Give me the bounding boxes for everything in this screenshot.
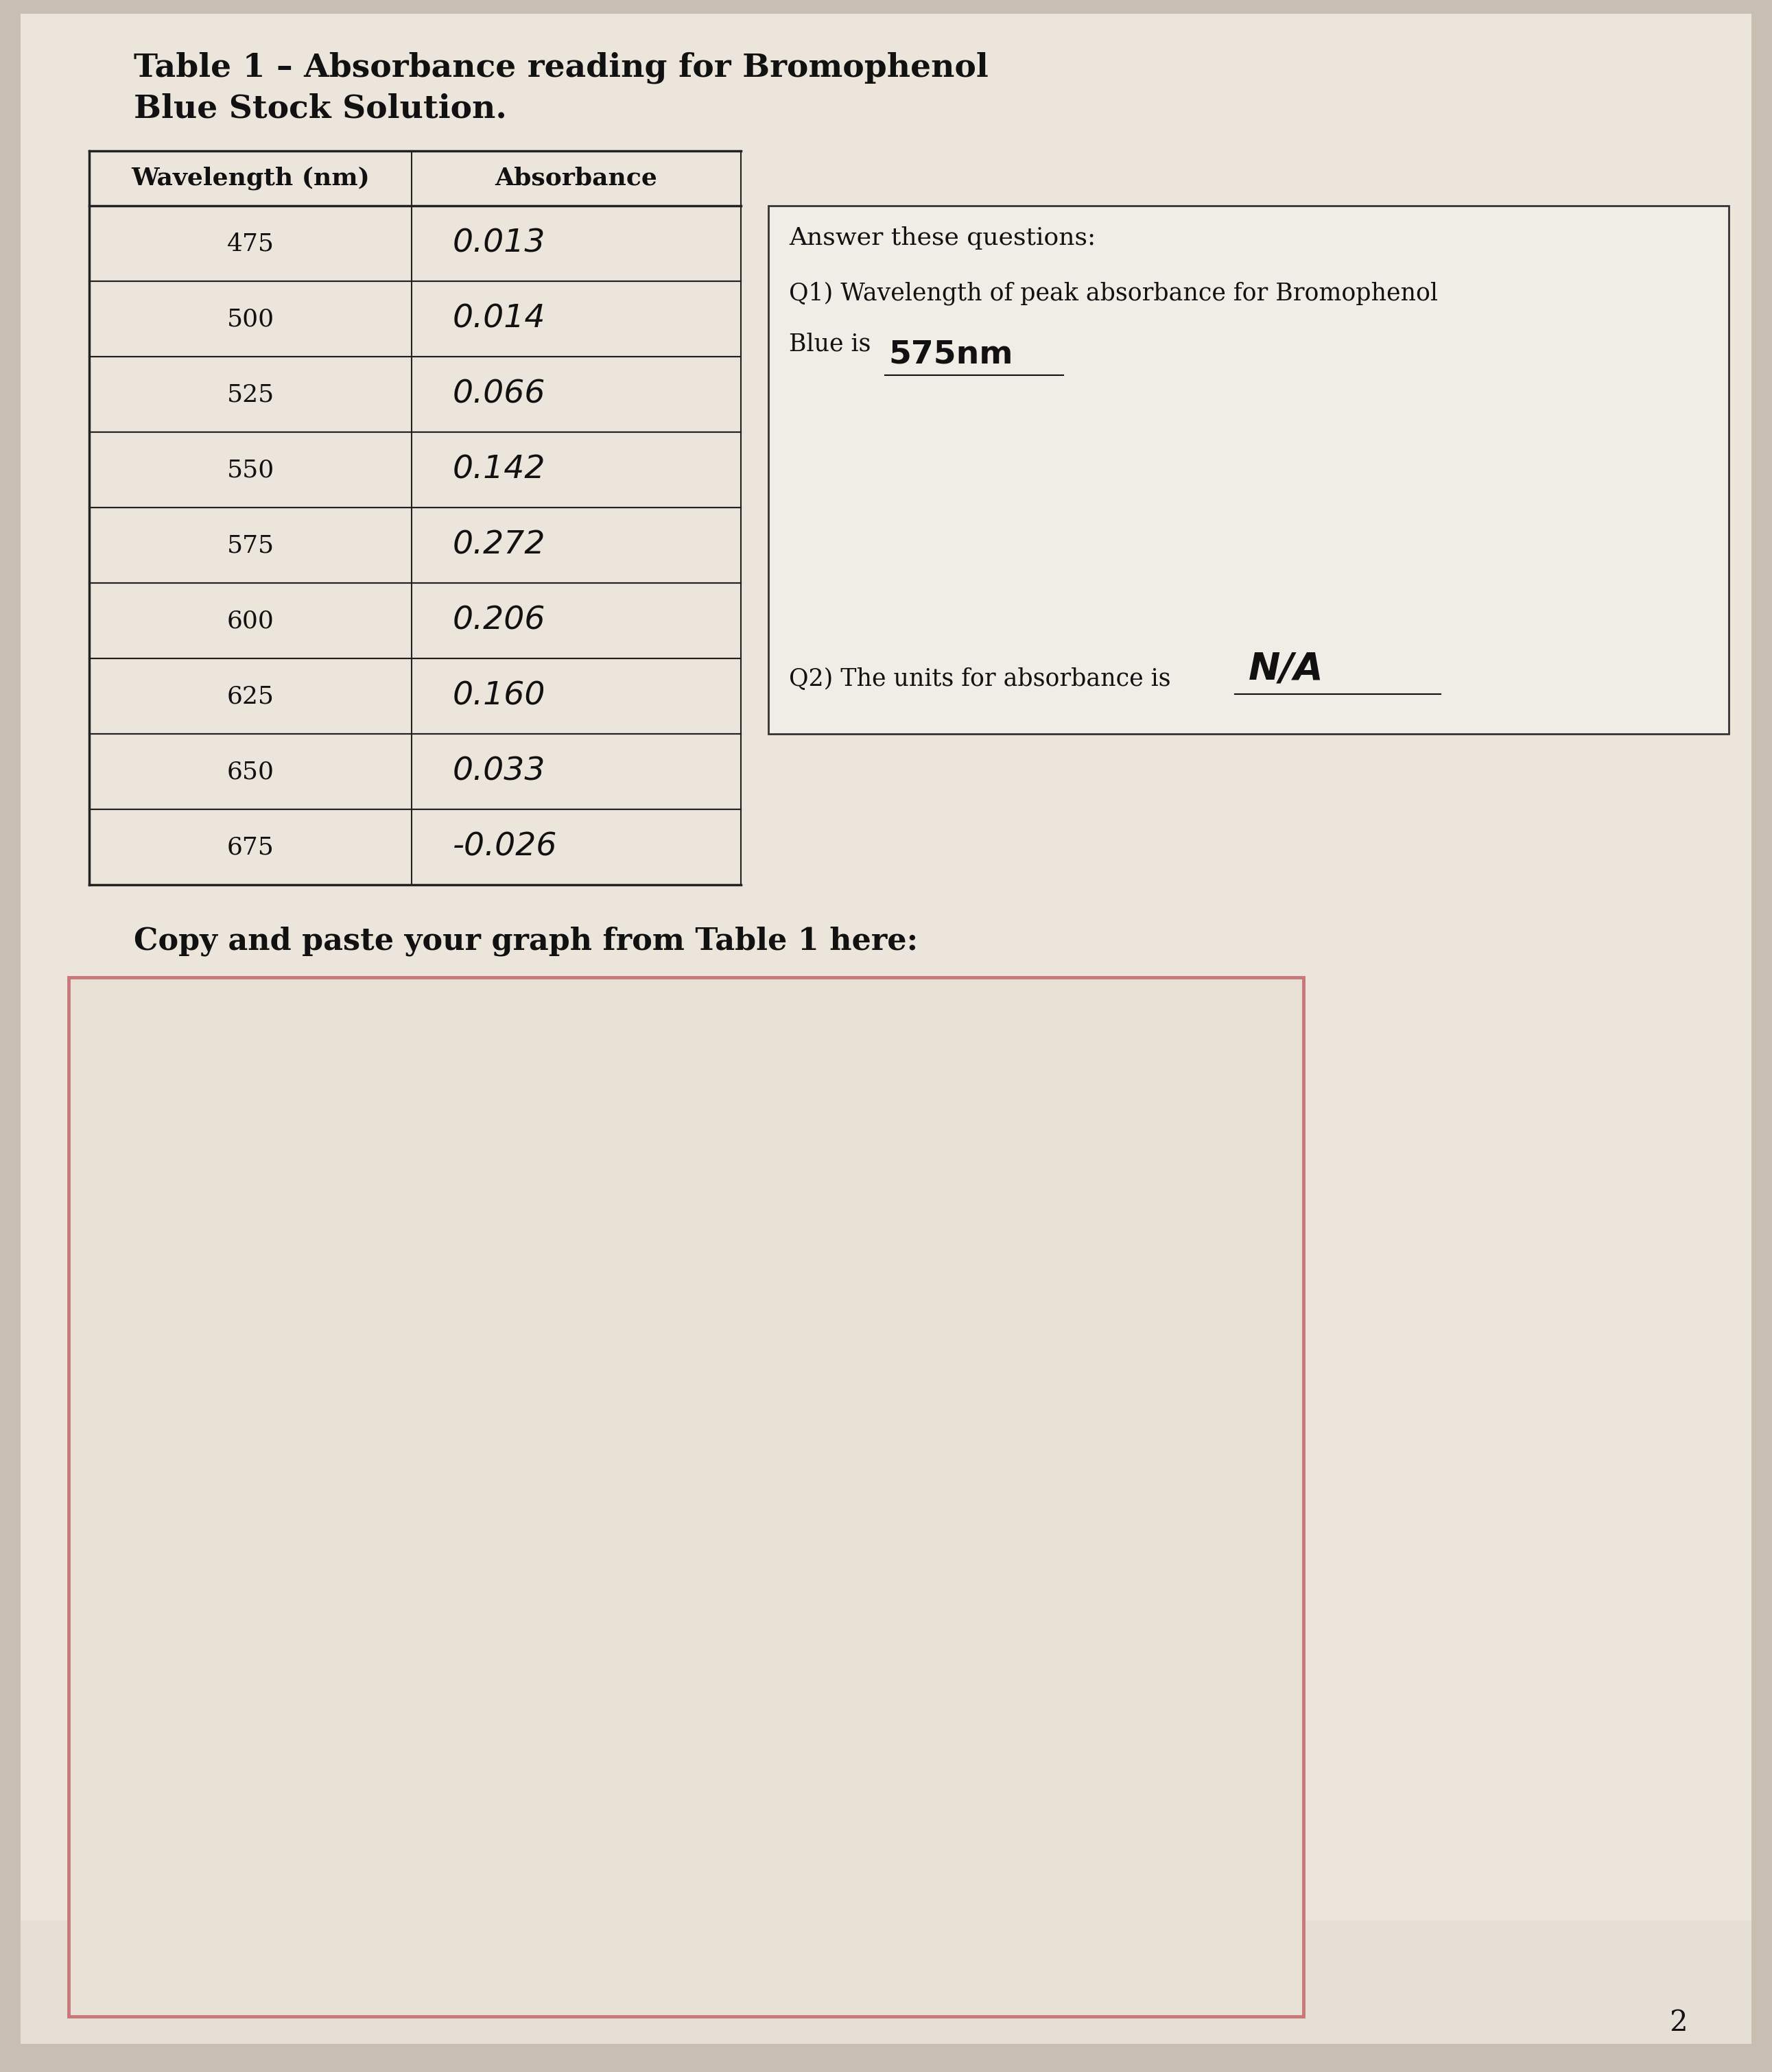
Text: 0.013: 0.013 bbox=[454, 228, 546, 259]
Text: 650: 650 bbox=[227, 760, 275, 783]
Text: Blue is: Blue is bbox=[789, 334, 870, 356]
Text: 0.142: 0.142 bbox=[454, 454, 546, 485]
Text: 575: 575 bbox=[227, 535, 275, 557]
Text: Blue Stock Solution.: Blue Stock Solution. bbox=[133, 93, 507, 124]
Text: 500: 500 bbox=[227, 307, 275, 332]
Text: Q1) Wavelength of peak absorbance for Bromophenol: Q1) Wavelength of peak absorbance for Br… bbox=[789, 282, 1437, 305]
Text: 575nm: 575nm bbox=[888, 340, 1014, 371]
Text: 0.206: 0.206 bbox=[454, 605, 546, 636]
Text: 550: 550 bbox=[227, 458, 275, 481]
Text: Copy and paste your graph from Table 1 here:: Copy and paste your graph from Table 1 h… bbox=[133, 926, 918, 955]
Text: 0.160: 0.160 bbox=[454, 682, 546, 711]
Text: 0.066: 0.066 bbox=[454, 379, 546, 410]
Text: Q2) The units for absorbance is: Q2) The units for absorbance is bbox=[789, 667, 1178, 690]
Text: 2: 2 bbox=[1669, 2008, 1687, 2037]
Text: Absorbance: Absorbance bbox=[494, 166, 657, 191]
Text: Table 1 – Absorbance reading for Bromophenol: Table 1 – Absorbance reading for Bromoph… bbox=[133, 52, 989, 83]
Text: N/A: N/A bbox=[1249, 651, 1324, 688]
Text: -0.026: -0.026 bbox=[454, 831, 558, 862]
Text: 475: 475 bbox=[227, 232, 275, 255]
Text: 0.272: 0.272 bbox=[454, 530, 546, 562]
Text: 625: 625 bbox=[227, 684, 275, 709]
Text: Wavelength (nm): Wavelength (nm) bbox=[131, 166, 370, 191]
Text: 0.033: 0.033 bbox=[454, 756, 546, 787]
Bar bbox=[21, 1921, 1751, 2043]
Text: 0.014: 0.014 bbox=[454, 303, 546, 334]
Bar bbox=[769, 205, 1729, 733]
Text: 525: 525 bbox=[227, 383, 275, 406]
Bar bbox=[69, 978, 1304, 2016]
Text: 675: 675 bbox=[227, 835, 275, 858]
Text: Answer these questions:: Answer these questions: bbox=[789, 226, 1095, 249]
Text: 600: 600 bbox=[227, 609, 275, 632]
